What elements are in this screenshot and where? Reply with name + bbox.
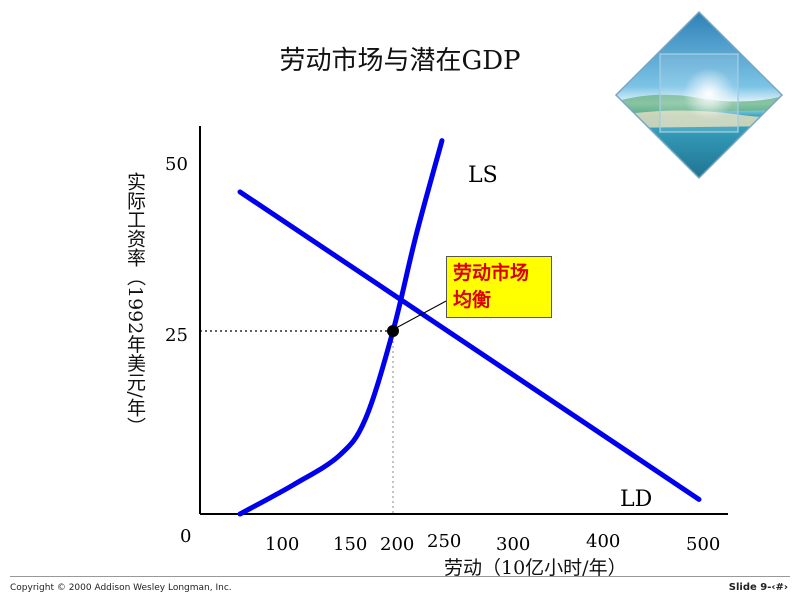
x-tick-150: 150 <box>333 534 367 555</box>
ls-label: LS <box>468 163 498 188</box>
beach-photo-image <box>614 10 784 180</box>
equilibrium-callout: 劳动市场 均衡 <box>446 256 552 318</box>
slide-title: 劳动市场与潜在GDP <box>279 46 521 76</box>
x-tick-300: 300 <box>496 534 530 555</box>
callout-leader <box>395 299 449 329</box>
x-tick-100: 100 <box>265 534 299 555</box>
callout-line-1: 劳动市场 <box>453 262 530 284</box>
ld-label: LD <box>620 487 652 512</box>
beach-photo-diamond <box>614 10 784 180</box>
ld-curve <box>237 189 702 502</box>
x-tick-400: 400 <box>586 531 620 552</box>
y-tick-25: 25 <box>165 325 188 346</box>
x-tick-500: 500 <box>686 534 720 555</box>
y-tick-50: 50 <box>165 154 188 175</box>
slide-number: Slide 9-‹#› <box>728 582 788 593</box>
ls-curve <box>237 138 445 517</box>
y-axis-label: 实际工资率（1992年美元/年） <box>124 172 146 436</box>
footer-divider <box>10 576 790 577</box>
x-tick-250: 250 <box>427 531 461 552</box>
equilibrium-point <box>387 325 399 337</box>
x-axis-label: 劳动（10亿小时/年） <box>444 557 627 579</box>
callout-line-2: 均衡 <box>453 289 492 311</box>
copyright-text: Copyright © 2000 Addison Wesley Longman,… <box>10 583 232 593</box>
x-tick-200: 200 <box>380 534 414 555</box>
x-tick-0: 0 <box>180 526 191 547</box>
